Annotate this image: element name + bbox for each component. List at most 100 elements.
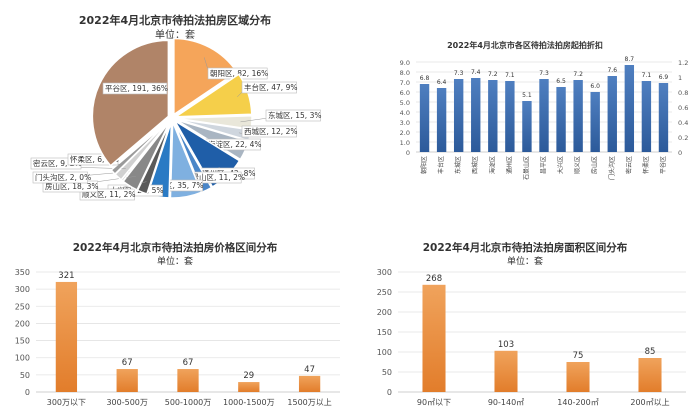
y2-tick-label: 0.2: [678, 134, 688, 142]
y-tick-label: 150: [15, 337, 30, 346]
bar: [471, 78, 481, 152]
x-tick-label: 东城区: [454, 156, 462, 174]
y-tick-label: 1.0: [400, 139, 410, 147]
value-label: 47: [304, 365, 315, 375]
x-tick-label: 90-140㎡: [488, 398, 524, 407]
x-tick-label: 顺义区: [575, 156, 582, 174]
leader-line: [240, 117, 269, 123]
chart-unit: 单位：套: [155, 30, 195, 41]
bar: [419, 84, 430, 152]
value-label: 103: [498, 340, 514, 350]
data-label: 门头沟区, 2, 0%: [35, 172, 91, 182]
y-tick-label: 300: [377, 268, 392, 277]
pie-chart: 朝阳区, 82, 16%丰台区, 47, 9%东城区, 15, 3%西城区, 1…: [30, 37, 321, 201]
bar: [522, 101, 532, 152]
y-tick-label: 100: [377, 348, 392, 357]
data-label: 西城区, 12, 2%: [244, 127, 297, 136]
pie-slice: [173, 73, 253, 118]
value-label: 6.8: [420, 75, 430, 82]
x-tick-label: 门头沟区: [608, 156, 616, 180]
district-pie-panel: 2022年4月北京市待拍法拍房区域分布 单位：套 朝阳区, 82, 16% 丰台区…: [0, 0, 350, 210]
discount-bar-panel: 2022年4月北京市各区待拍法拍房起拍折扣 0 1.0 2.0 3.0 4.0 5.0 6.…: [350, 0, 700, 210]
x-tick-label: 90㎡以下: [417, 398, 451, 407]
y-tick-label: 50: [20, 371, 30, 380]
price-bar-panel: 2022年4月北京市待拍法拍房价格区间分布 单位：套 0 50 100 150 200 2…: [0, 210, 350, 420]
x-tick-label: 怀柔区: [642, 156, 650, 174]
value-label: 7.3: [539, 70, 549, 77]
value-label: 7.4: [471, 69, 481, 76]
x-tick-label: 丰台区: [437, 156, 445, 174]
data-label: 平谷区, 191, 36%: [105, 84, 168, 93]
bar: [55, 281, 78, 392]
bar: [641, 81, 652, 152]
chart-title: 2022年4月北京市待拍法拍房区域分布: [78, 14, 272, 27]
value-label: 85: [645, 347, 656, 357]
value-label: 6.5: [556, 78, 566, 85]
value-label: 75: [573, 351, 584, 361]
bar: [453, 79, 464, 152]
x-tick-label: 昌平区: [541, 156, 548, 174]
data-label: 密云区, 9, 2%: [33, 158, 82, 168]
value-label: 7.1: [642, 72, 652, 79]
bar: [607, 76, 617, 152]
data-label: 房山区, 18, 3%: [45, 181, 98, 191]
x-tick-label: 西城区: [472, 156, 479, 174]
y2-tick-label: 0.8: [678, 89, 688, 97]
y-tick-label: 100: [15, 354, 30, 363]
data-label-box: [102, 82, 168, 95]
bar: [658, 83, 669, 152]
y-tick-label: 250: [377, 288, 392, 297]
bar: [436, 88, 447, 152]
price-bar-chart: 0 50 100 150 200 250 300 350 321 300万以下 67 300-500万…: [15, 268, 340, 407]
value-label: 7.2: [488, 71, 498, 78]
value-label: 67: [183, 358, 194, 368]
x-tick-label: 140-200㎡: [557, 398, 598, 407]
data-label: 海淀区, 22, 4%: [208, 139, 261, 149]
bar: [494, 350, 518, 392]
y2-tick-label: 1.2: [678, 59, 688, 67]
value-label: 7.3: [454, 70, 464, 77]
data-label: 东城区, 15, 3%: [268, 110, 321, 120]
y-tick-label: 2.0: [400, 129, 410, 137]
bar: [539, 79, 549, 152]
chart-unit: 单位：套: [506, 257, 543, 267]
pie-slice: [91, 39, 170, 167]
data-label-box: [79, 188, 135, 201]
y2-tick-label: 0: [678, 149, 682, 157]
bar: [638, 358, 662, 392]
data-label: 怀柔区, 6, 1%: [70, 154, 119, 164]
chart-unit: 单位：套: [156, 257, 193, 267]
bar: [488, 80, 498, 152]
y-tick-label: 50: [382, 368, 392, 377]
bar: [422, 284, 446, 392]
value-label: 7.2: [573, 71, 583, 78]
y-tick-label: 350: [15, 268, 30, 277]
x-tick-label: 200㎡以上: [630, 398, 669, 407]
x-tick-label: 500-1000万: [165, 398, 212, 407]
data-label: 丰台区, 47, 9%: [244, 82, 297, 92]
data-label-box: [265, 109, 321, 122]
value-label: 6.0: [590, 83, 600, 90]
y-tick-label: 0: [25, 388, 30, 397]
y-tick-label: 150: [377, 328, 392, 337]
y2-tick-label: 0.4: [678, 119, 688, 127]
x-tick-label: 300万以下: [47, 398, 86, 407]
x-tick-label: 朝阳区: [420, 156, 428, 174]
value-label: 321: [58, 271, 74, 281]
y2-tick-label: 1: [678, 74, 682, 82]
bar: [505, 81, 515, 152]
value-label: 7.1: [505, 72, 515, 79]
y-tick-label: 0: [406, 149, 410, 157]
y-tick-label: 8.0: [400, 69, 410, 77]
y-tick-label: 6.0: [400, 89, 410, 97]
bar: [624, 65, 635, 152]
y-tick-label: 9.0: [400, 59, 410, 67]
bar: [556, 87, 566, 152]
bar: [238, 382, 260, 392]
y-tick-label: 200: [15, 319, 30, 328]
x-tick-label: 通州区: [505, 156, 513, 174]
value-label: 67: [122, 358, 133, 368]
y-tick-label: 0: [387, 388, 392, 397]
x-tick-label: 房山区: [591, 156, 599, 174]
data-label: 石景山区, 11, 2%: [184, 172, 245, 182]
